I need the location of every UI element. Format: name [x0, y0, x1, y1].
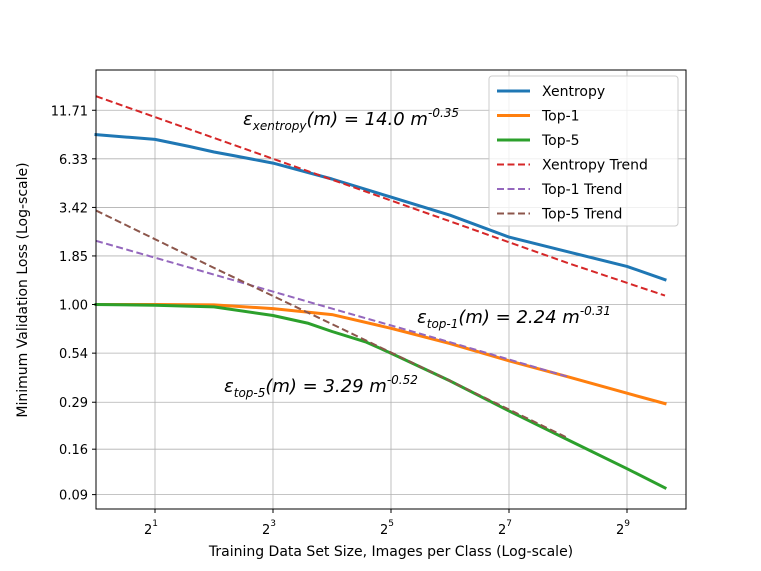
x-tick-label: 29 — [616, 519, 630, 538]
tick-marks: 21 23 25 27 290.090.160.290.541.001.853.426.… — [51, 104, 630, 538]
annotation-top1-sub: top-1 — [427, 317, 459, 331]
legend-label-xentropy: Xentropy — [542, 84, 605, 100]
y-tick-label: 0.29 — [59, 396, 88, 411]
annotation-top5-expr: (m) = 3.29 m — [265, 376, 386, 397]
x-tick-base: 2 — [380, 523, 388, 538]
x-tick-label: 21 — [144, 519, 158, 538]
y-tick-label: 11.71 — [51, 104, 88, 119]
series-xentropy-trend — [95, 95, 666, 297]
legend: Xentropy Top-1 Top-5 Xentropy Trend Top-1 Tr… — [488, 75, 679, 227]
annotation-top1-expr: (m) = 2.24 m — [458, 307, 579, 328]
annotation-top5: εtop-5(m) = 3.29 m-0.52 — [224, 373, 418, 400]
y-tick-label: 0.16 — [59, 443, 88, 458]
y-axis-label: Minimum Validation Loss (Log-scale) — [15, 162, 31, 417]
legend-label-top-5-trend: Top-5 Trend — [541, 207, 622, 223]
legend-label-top-1: Top-1 — [541, 109, 580, 125]
annotation-top1: εtop-1(m) = 2.24 m-0.31 — [417, 304, 611, 331]
y-tick-label: 6.33 — [59, 153, 88, 168]
x-tick-base: 2 — [262, 523, 270, 538]
series-top-1 — [94, 303, 667, 406]
annotation-xentropy-eps: ε — [243, 109, 253, 130]
annotation-xentropy: εxentropy(m) = 14.0 m-0.35 — [243, 106, 459, 133]
x-tick-exp: 5 — [388, 519, 394, 529]
x-tick-base: 2 — [144, 523, 152, 538]
annotation-top5-eps: ε — [224, 376, 234, 397]
legend-label-top-1-trend: Top-1 Trend — [541, 182, 622, 198]
legend-box — [488, 75, 679, 227]
x-tick-label: 27 — [498, 519, 512, 538]
annotation-top5-sub: top-5 — [234, 386, 266, 400]
x-tick-exp: 3 — [270, 519, 276, 529]
annotation-xentropy-sup: -0.35 — [428, 106, 459, 120]
x-tick-base: 2 — [498, 523, 506, 538]
y-tick-label: 0.54 — [59, 347, 88, 362]
y-tick-label: 1.00 — [59, 299, 88, 314]
y-tick-label: 1.85 — [59, 250, 88, 265]
x-tick-exp: 1 — [152, 519, 158, 529]
annotation-xentropy-expr: (m) = 14.0 m — [307, 109, 428, 130]
x-tick-label: 25 — [380, 519, 394, 538]
legend-label-top-5: Top-5 — [541, 133, 580, 149]
series-lines — [94, 95, 668, 490]
x-axis-label: Training Data Set Size, Images per Class… — [208, 544, 573, 560]
y-tick-label: 3.42 — [59, 201, 88, 216]
series-top-1-trend — [95, 239, 569, 378]
series-top-5 — [94, 302, 668, 490]
x-tick-label: 23 — [262, 519, 276, 538]
x-tick-exp: 9 — [624, 519, 630, 529]
annotation-top1-eps: ε — [417, 307, 427, 328]
x-tick-exp: 7 — [506, 519, 512, 529]
series-xentropy — [94, 132, 667, 282]
annotation-xentropy-sub: xentropy — [252, 119, 308, 133]
x-tick-base: 2 — [616, 523, 624, 538]
legend-label-xentropy-trend: Xentropy Trend — [542, 158, 648, 174]
y-tick-label: 0.09 — [59, 489, 88, 504]
series-top-5-trend — [95, 209, 569, 439]
annotation-top1-sup: -0.31 — [580, 304, 611, 318]
annotation-top5-sup: -0.52 — [387, 373, 418, 387]
